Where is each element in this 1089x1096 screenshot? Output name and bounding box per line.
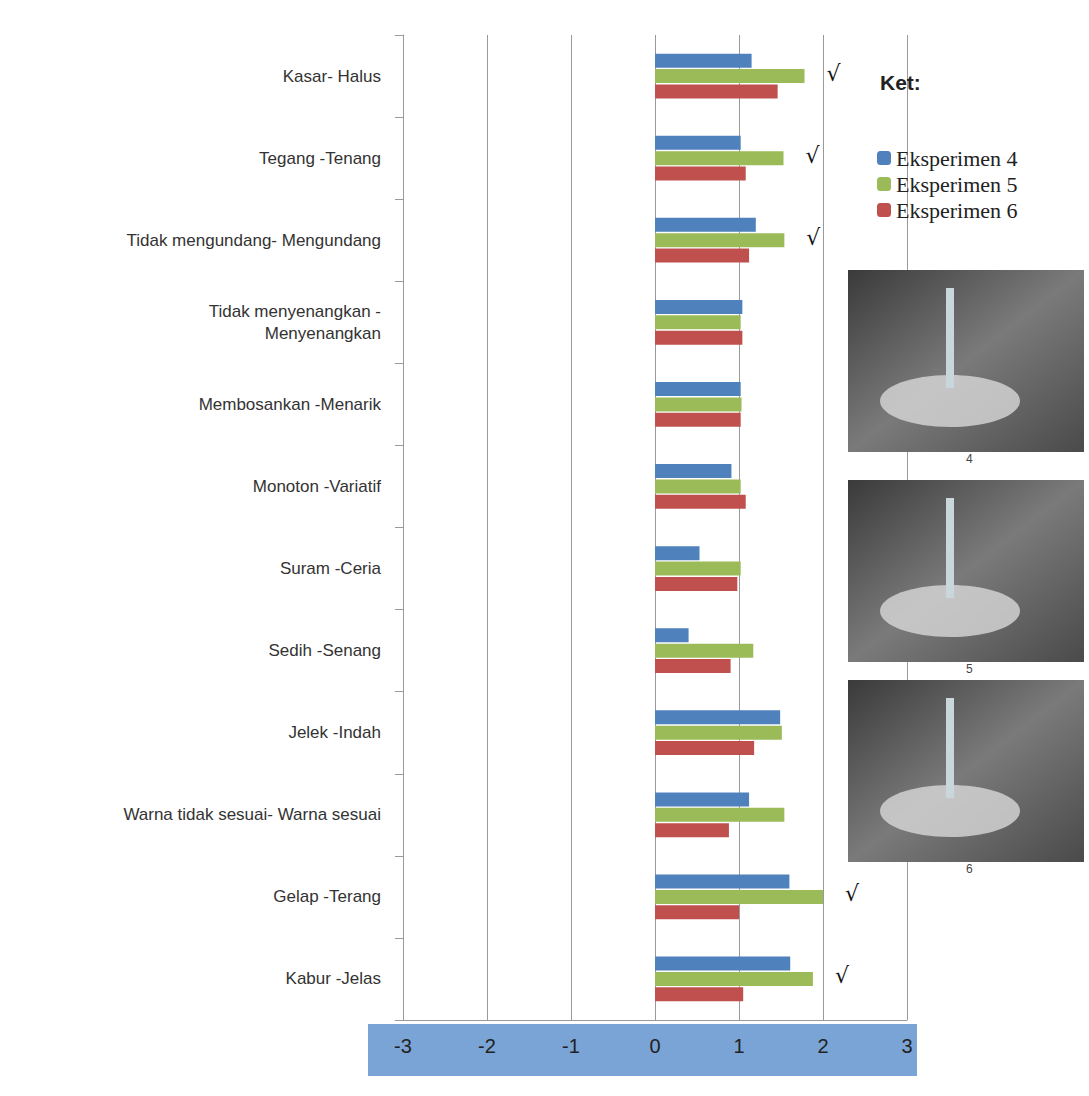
svg-text:Kabur -Jelas: Kabur -Jelas [286, 969, 381, 988]
svg-text:√: √ [806, 225, 821, 250]
svg-text:3: 3 [901, 1035, 912, 1057]
svg-text:-2: -2 [478, 1035, 496, 1057]
svg-text:-1: -1 [562, 1035, 580, 1057]
svg-text:Tidak mengundang- Mengundang: Tidak mengundang- Mengundang [126, 231, 381, 250]
svg-text:√: √ [845, 881, 860, 906]
svg-text:2: 2 [817, 1035, 828, 1057]
svg-text:Warna tidak sesuai- Warna sesu: Warna tidak sesuai- Warna sesuai [123, 805, 381, 824]
svg-text:4: 4 [966, 452, 973, 466]
svg-text:Ket:: Ket: [880, 71, 921, 94]
svg-text:√: √ [827, 61, 842, 86]
svg-text:6: 6 [966, 862, 973, 876]
svg-text:Membosankan -Menarik: Membosankan -Menarik [199, 395, 382, 414]
svg-text:Eksperimen 5: Eksperimen 5 [896, 172, 1018, 197]
svg-text:-3: -3 [394, 1035, 412, 1057]
svg-text:√: √ [806, 143, 821, 168]
svg-text:Eksperimen 4: Eksperimen 4 [896, 146, 1018, 171]
svg-text:Sedih -Senang: Sedih -Senang [269, 641, 381, 660]
svg-text:√: √ [835, 963, 850, 988]
svg-text:1: 1 [733, 1035, 744, 1057]
svg-text:Menyenangkan: Menyenangkan [265, 324, 381, 343]
svg-text:Kasar- Halus: Kasar- Halus [283, 67, 381, 86]
svg-text:Tegang -Tenang: Tegang -Tenang [259, 149, 381, 168]
svg-text:Gelap -Terang: Gelap -Terang [273, 887, 381, 906]
svg-text:0: 0 [649, 1035, 660, 1057]
svg-text:5: 5 [966, 662, 973, 676]
svg-text:Suram -Ceria: Suram -Ceria [280, 559, 382, 578]
svg-text:Tidak menyenangkan -: Tidak menyenangkan - [209, 302, 381, 321]
svg-text:Monoton -Variatif: Monoton -Variatif [253, 477, 381, 496]
svg-text:Jelek -Indah: Jelek -Indah [288, 723, 381, 742]
svg-text:Eksperimen 6: Eksperimen 6 [896, 198, 1018, 223]
